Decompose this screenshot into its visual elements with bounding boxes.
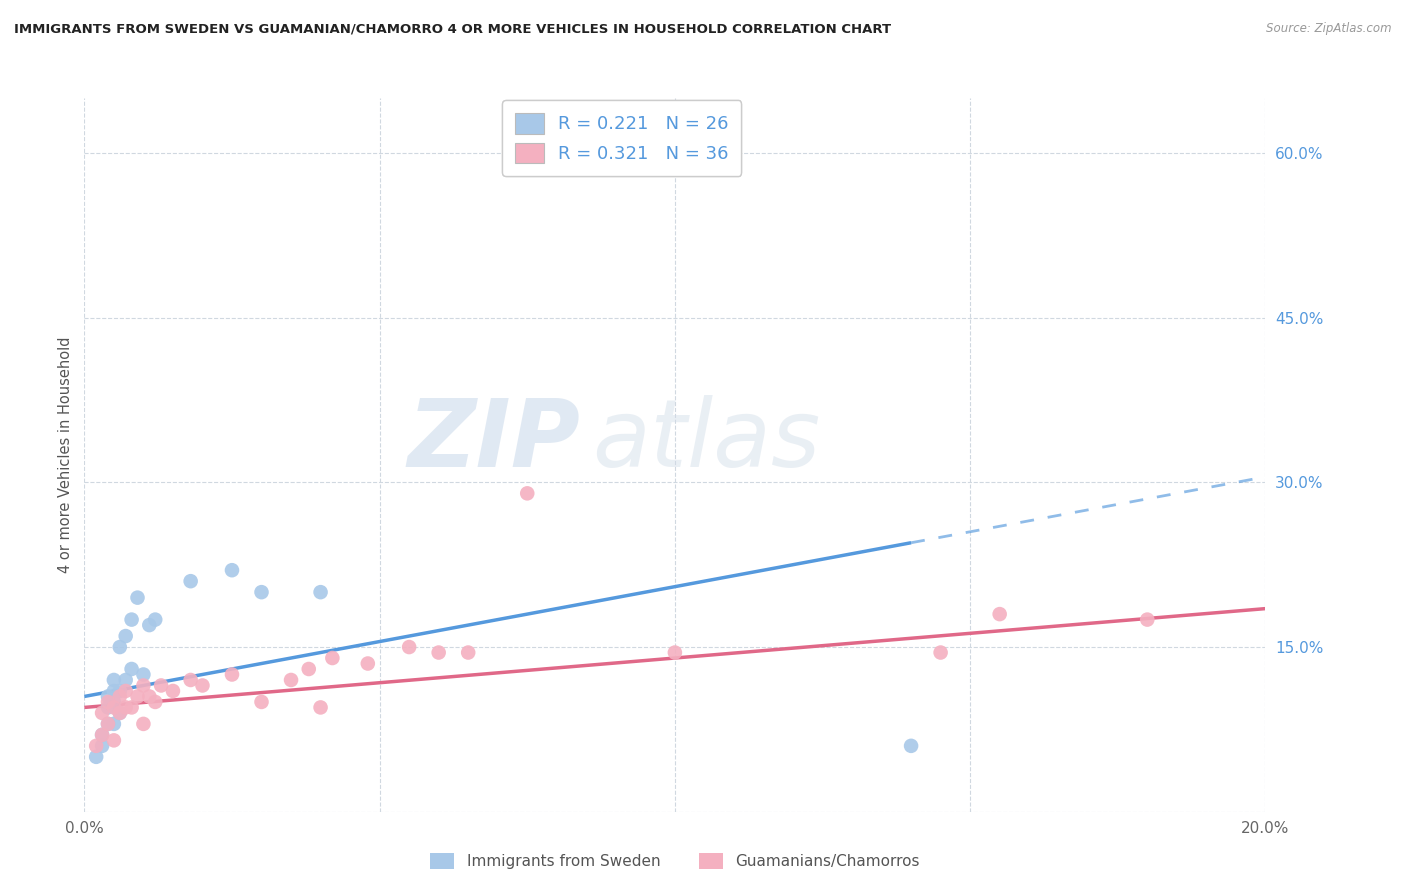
- Point: [457, 646, 479, 660]
- Point: [309, 585, 332, 599]
- Legend: R = 0.221   N = 26, R = 0.321   N = 36: R = 0.221 N = 26, R = 0.321 N = 36: [502, 100, 741, 176]
- Point: [180, 574, 202, 589]
- Point: [143, 613, 166, 627]
- Point: [84, 739, 107, 753]
- Point: [516, 486, 538, 500]
- Point: [221, 563, 243, 577]
- Point: [91, 728, 114, 742]
- Point: [97, 700, 120, 714]
- Point: [97, 717, 120, 731]
- Text: Source: ZipAtlas.com: Source: ZipAtlas.com: [1267, 22, 1392, 36]
- Text: atlas: atlas: [592, 395, 821, 486]
- Point: [127, 591, 149, 605]
- Point: [427, 646, 450, 660]
- Point: [250, 695, 273, 709]
- Point: [97, 717, 120, 731]
- Point: [150, 678, 173, 692]
- Point: [103, 700, 125, 714]
- Point: [988, 607, 1011, 621]
- Point: [298, 662, 321, 676]
- Point: [138, 690, 160, 704]
- Point: [84, 749, 107, 764]
- Point: [929, 646, 952, 660]
- Point: [321, 651, 343, 665]
- Point: [103, 695, 125, 709]
- Point: [91, 706, 114, 720]
- Point: [114, 629, 136, 643]
- Point: [191, 678, 214, 692]
- Point: [108, 684, 131, 698]
- Point: [121, 662, 143, 676]
- Point: [91, 728, 114, 742]
- Y-axis label: 4 or more Vehicles in Household: 4 or more Vehicles in Household: [58, 336, 73, 574]
- Point: [108, 706, 131, 720]
- Point: [357, 657, 380, 671]
- Point: [143, 695, 166, 709]
- Legend: Immigrants from Sweden, Guamanians/Chamorros: Immigrants from Sweden, Guamanians/Chamo…: [425, 847, 925, 875]
- Text: IMMIGRANTS FROM SWEDEN VS GUAMANIAN/CHAMORRO 4 OR MORE VEHICLES IN HOUSEHOLD COR: IMMIGRANTS FROM SWEDEN VS GUAMANIAN/CHAM…: [14, 22, 891, 36]
- Point: [132, 678, 155, 692]
- Point: [180, 673, 202, 687]
- Point: [103, 733, 125, 747]
- Point: [250, 585, 273, 599]
- Point: [121, 700, 143, 714]
- Point: [900, 739, 922, 753]
- Point: [108, 706, 131, 720]
- Point: [121, 613, 143, 627]
- Point: [132, 667, 155, 681]
- Point: [114, 700, 136, 714]
- Point: [280, 673, 302, 687]
- Point: [162, 684, 184, 698]
- Point: [114, 673, 136, 687]
- Point: [97, 695, 120, 709]
- Point: [1136, 613, 1159, 627]
- Point: [91, 739, 114, 753]
- Point: [309, 700, 332, 714]
- Point: [103, 684, 125, 698]
- Point: [138, 618, 160, 632]
- Point: [664, 646, 686, 660]
- Point: [398, 640, 420, 654]
- Point: [221, 667, 243, 681]
- Point: [103, 673, 125, 687]
- Point: [114, 684, 136, 698]
- Point: [132, 717, 155, 731]
- Point: [97, 690, 120, 704]
- Point: [108, 640, 131, 654]
- Point: [108, 690, 131, 704]
- Text: ZIP: ZIP: [408, 394, 581, 487]
- Point: [127, 690, 149, 704]
- Point: [103, 717, 125, 731]
